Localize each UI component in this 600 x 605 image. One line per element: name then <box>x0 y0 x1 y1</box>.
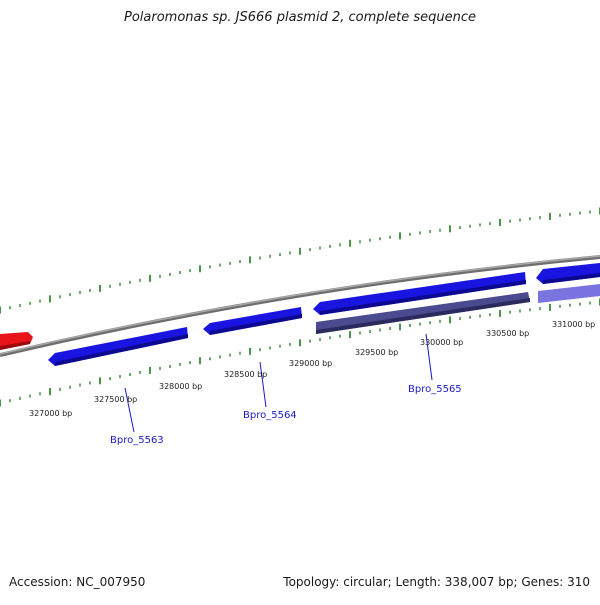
gene-label-bpro-5563[interactable]: Bpro_5563 <box>110 435 164 446</box>
scale-label: 329000 bp <box>289 359 332 368</box>
scale-label: 330000 bp <box>420 338 463 347</box>
gene-label-bpro-5565[interactable]: Bpro_5565 <box>408 384 462 395</box>
gene-bpro-5564-shade <box>210 314 302 335</box>
scale-label: 330500 bp <box>486 329 529 338</box>
inner-tick-marks <box>0 298 600 407</box>
scale-label: 329500 bp <box>355 348 398 357</box>
gene-dark-segment-shade <box>316 298 530 334</box>
gene-next-shade <box>543 273 600 284</box>
scale-label: 328000 bp <box>159 382 202 391</box>
scale-label: 328500 bp <box>224 370 267 379</box>
leader-bpro-5564 <box>259 361 267 408</box>
leader-bpro-5565 <box>425 333 433 381</box>
leader-bpro-5563 <box>124 387 135 433</box>
gene-light-segment[interactable] <box>538 284 600 303</box>
gene-forward-red-shade <box>0 341 30 350</box>
accession-text: Accession: NC_007950 <box>9 575 146 589</box>
map-title: Polaromonas sp. JS666 plasmid 2, complet… <box>123 10 476 25</box>
scale-label: 327500 bp <box>94 395 137 404</box>
topology-summary: Topology: circular; Length: 338,007 bp; … <box>283 575 590 589</box>
scale-label: 331000 bp <box>552 320 595 329</box>
scale-label: 327000 bp <box>29 409 72 418</box>
sequence-backbone-highlight <box>0 255 600 355</box>
gene-label-bpro-5564[interactable]: Bpro_5564 <box>243 410 297 421</box>
gene-bpro-5565-shade <box>320 280 526 315</box>
sequence-backbone <box>0 255 600 357</box>
outer-tick-marks <box>0 207 600 314</box>
gene-bpro-5563-shade <box>55 334 188 366</box>
